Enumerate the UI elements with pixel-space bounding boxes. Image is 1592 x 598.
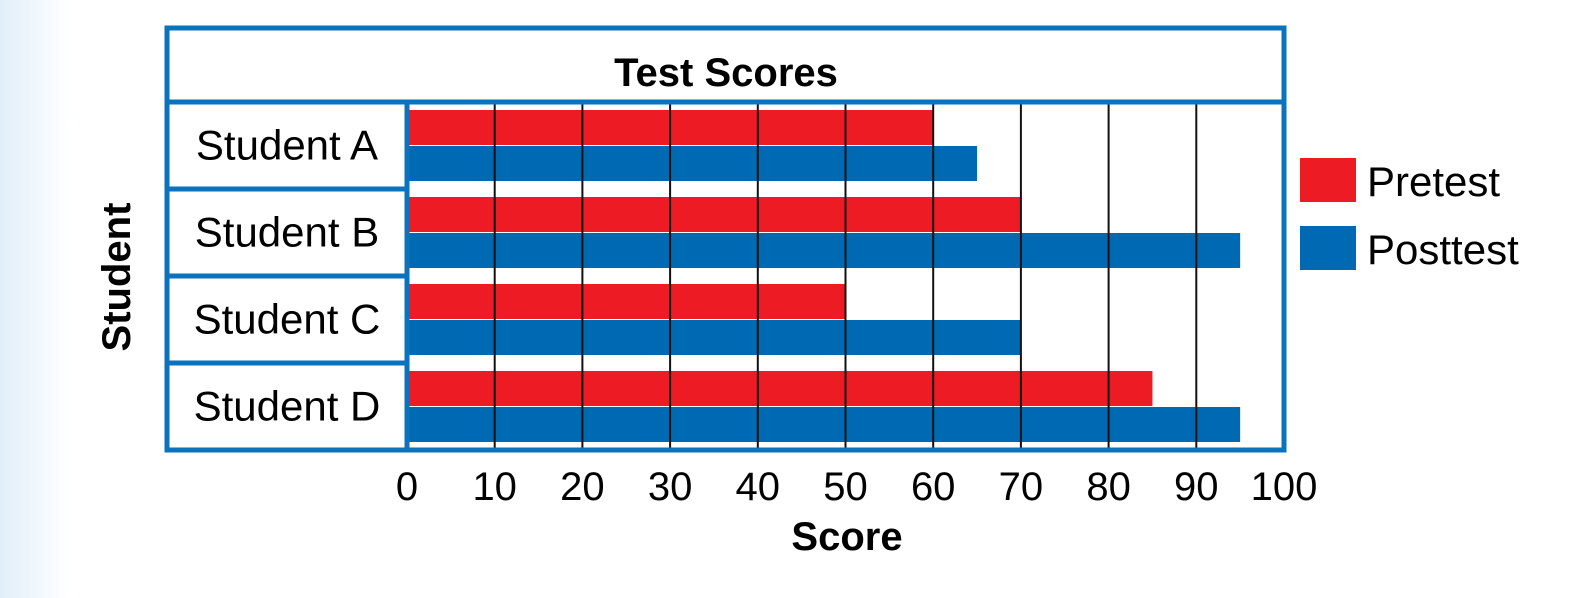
x-tick-label: 90 xyxy=(1174,465,1219,509)
x-tick-labels: 0 10 20 30 40 50 60 70 80 90 100 xyxy=(396,465,1318,509)
chart-title: Test Scores xyxy=(614,51,838,95)
x-tick-label: 100 xyxy=(1251,465,1318,509)
x-tick-label: 80 xyxy=(1086,465,1131,509)
legend-swatch-posttest xyxy=(1300,226,1356,270)
x-tick-label: 10 xyxy=(472,465,517,509)
bars-layer xyxy=(407,110,1241,442)
y-axis-label: Student xyxy=(95,203,139,352)
grid-layer xyxy=(493,102,1198,450)
bar-pretest-4 xyxy=(407,371,1153,406)
x-tick-label: 30 xyxy=(648,465,693,509)
x-tick-label: 40 xyxy=(736,465,781,509)
category-labels: Student A Student B Student C Student D xyxy=(194,122,381,430)
category-label: Student B xyxy=(195,209,379,256)
bar-posttest-4 xyxy=(407,407,1241,442)
x-axis-label: Score xyxy=(791,515,902,559)
legend-label-pretest: Pretest xyxy=(1367,158,1500,205)
bar-posttest-1 xyxy=(407,146,978,181)
x-tick-label: 0 xyxy=(396,465,418,509)
category-label: Student A xyxy=(196,122,378,169)
x-tick-label: 50 xyxy=(823,465,868,509)
x-tick-label: 70 xyxy=(999,465,1044,509)
legend-swatch-pretest xyxy=(1300,158,1356,202)
category-label: Student D xyxy=(194,383,381,430)
legend-label-posttest: Posttest xyxy=(1367,226,1519,273)
bar-posttest-2 xyxy=(407,233,1241,268)
table-frame xyxy=(164,25,1287,453)
x-tick-label: 20 xyxy=(560,465,605,509)
bar-pretest-2 xyxy=(407,197,1021,232)
outer-border xyxy=(164,25,1287,453)
category-label: Student C xyxy=(194,296,381,343)
background-decoration xyxy=(0,0,70,598)
legend: Pretest Posttest xyxy=(1300,158,1519,273)
bar-posttest-3 xyxy=(407,320,1021,355)
bar-pretest-3 xyxy=(407,284,846,319)
x-tick-label: 60 xyxy=(911,465,956,509)
